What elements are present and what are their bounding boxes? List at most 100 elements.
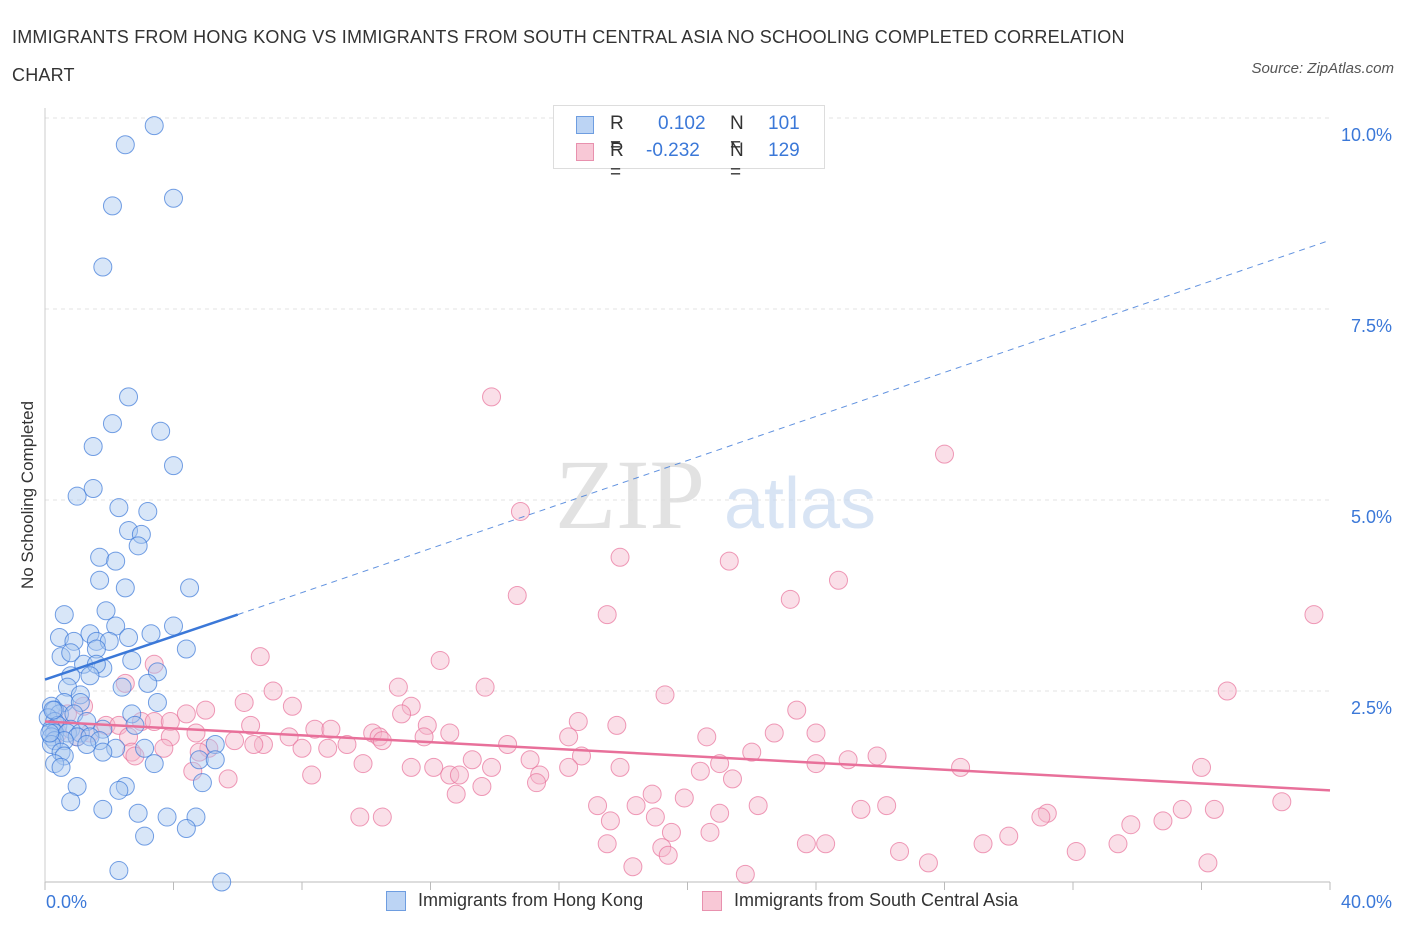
data-point-south-central-asia [475, 677, 495, 697]
data-point-hong-kong [164, 616, 183, 636]
data-point-south-central-asia [697, 727, 717, 747]
data-point-hong-kong [106, 551, 126, 571]
data-point-south-central-asia [1153, 811, 1173, 831]
data-point-hong-kong [90, 570, 110, 590]
data-point-south-central-asia [1192, 757, 1211, 777]
data-point-hong-kong [102, 196, 122, 216]
data-point-south-central-asia [999, 826, 1019, 846]
data-point-south-central-asia [282, 696, 302, 716]
data-point-south-central-asia [353, 754, 373, 774]
data-point-south-central-asia [424, 757, 444, 777]
data-point-south-central-asia [700, 822, 720, 842]
data-point-south-central-asia [626, 796, 646, 816]
data-point-south-central-asia [225, 731, 245, 751]
data-point-south-central-asia [764, 723, 784, 743]
data-point-hong-kong [115, 578, 135, 598]
data-point-south-central-asia [607, 715, 627, 735]
data-point-south-central-asia [1172, 799, 1192, 819]
y-tick-label: 5.0% [1351, 507, 1392, 527]
data-point-hong-kong [205, 750, 225, 770]
data-point-hong-kong [90, 731, 110, 751]
data-point-south-central-asia [154, 738, 174, 758]
data-point-south-central-asia [1198, 853, 1218, 873]
data-point-south-central-asia [74, 696, 94, 716]
data-point-south-central-asia [735, 864, 755, 884]
data-point-south-central-asia [392, 704, 412, 724]
data-point-south-central-asia [372, 807, 392, 827]
data-point-hong-kong [80, 666, 100, 686]
data-point-south-central-asia [661, 822, 681, 842]
data-point-hong-kong [122, 650, 142, 670]
data-point-south-central-asia [119, 727, 139, 747]
data-point-south-central-asia [241, 715, 261, 735]
data-point-south-central-asia [710, 803, 730, 823]
data-point-hong-kong [138, 501, 158, 521]
data-point-south-central-asia [674, 788, 694, 808]
data-point-south-central-asia [160, 712, 180, 732]
data-point-south-central-asia [559, 727, 579, 747]
data-point-south-central-asia [305, 719, 325, 739]
data-point-south-central-asia [722, 769, 742, 789]
data-point-south-central-asia [623, 857, 643, 877]
y-tick-label: 10.0% [1341, 125, 1392, 145]
data-point-south-central-asia [350, 807, 370, 827]
data-point-south-central-asia [597, 605, 617, 625]
tick-labels: 2.5% 5.0% 7.5% 10.0% 0.0% 40.0% [46, 125, 1392, 912]
data-point-south-central-asia [796, 834, 816, 854]
data-point-south-central-asia [1121, 815, 1141, 835]
data-point-hong-kong [90, 547, 110, 567]
data-point-hong-kong [212, 872, 232, 892]
data-point-hong-kong [112, 677, 132, 697]
data-point-hong-kong [176, 819, 196, 839]
x-tick-label: 40.0% [1341, 892, 1392, 912]
data-point-hong-kong [189, 750, 209, 770]
data-point-hong-kong [138, 673, 158, 693]
data-point-south-central-asia [642, 784, 662, 804]
data-point-south-central-asia [482, 387, 502, 407]
data-point-south-central-asia [877, 796, 897, 816]
data-point-south-central-asia [806, 723, 826, 743]
data-point-south-central-asia [867, 746, 887, 766]
data-point-hong-kong [77, 734, 97, 754]
data-point-south-central-asia [125, 746, 145, 766]
data-point-hong-kong [51, 647, 71, 667]
data-point-hong-kong [54, 746, 74, 766]
data-point-south-central-asia [597, 834, 617, 854]
data-point-south-central-asia [417, 715, 437, 735]
data-point-hong-kong [80, 727, 100, 747]
series-hong-kong [38, 116, 232, 892]
data-point-south-central-asia [719, 551, 739, 571]
source-label: Source: ZipAtlas.com [1251, 60, 1394, 77]
legend-n-label: N = [730, 140, 744, 183]
data-point-south-central-asia [748, 796, 768, 816]
data-point-hong-kong [40, 723, 60, 743]
data-point-south-central-asia [610, 547, 630, 567]
data-point-south-central-asia [401, 757, 421, 777]
data-point-south-central-asia [527, 773, 547, 793]
data-point-hong-kong [77, 712, 97, 732]
data-point-south-central-asia [1272, 792, 1292, 812]
data-point-south-central-asia [449, 765, 469, 785]
data-point-hong-kong [144, 754, 164, 774]
data-point-south-central-asia [690, 761, 710, 781]
data-point-hong-kong [122, 704, 142, 724]
data-point-hong-kong [83, 479, 103, 499]
data-point-south-central-asia [115, 673, 135, 693]
data-point-south-central-asia [176, 704, 196, 724]
data-point-south-central-asia [292, 738, 312, 758]
data-point-south-central-asia [369, 727, 389, 747]
data-point-hong-kong [109, 861, 129, 881]
data-point-south-central-asia [935, 444, 954, 464]
data-point-hong-kong [119, 387, 139, 407]
data-point-south-central-asia [218, 769, 238, 789]
data-point-south-central-asia [645, 807, 665, 827]
data-point-south-central-asia [401, 696, 421, 716]
data-point-south-central-asia [918, 853, 938, 873]
data-point-south-central-asia [186, 723, 206, 743]
data-point-hong-kong [147, 692, 167, 712]
data-point-hong-kong [70, 685, 90, 705]
data-point-hong-kong [109, 780, 129, 800]
data-point-south-central-asia [610, 757, 630, 777]
data-point-south-central-asia [568, 712, 588, 732]
